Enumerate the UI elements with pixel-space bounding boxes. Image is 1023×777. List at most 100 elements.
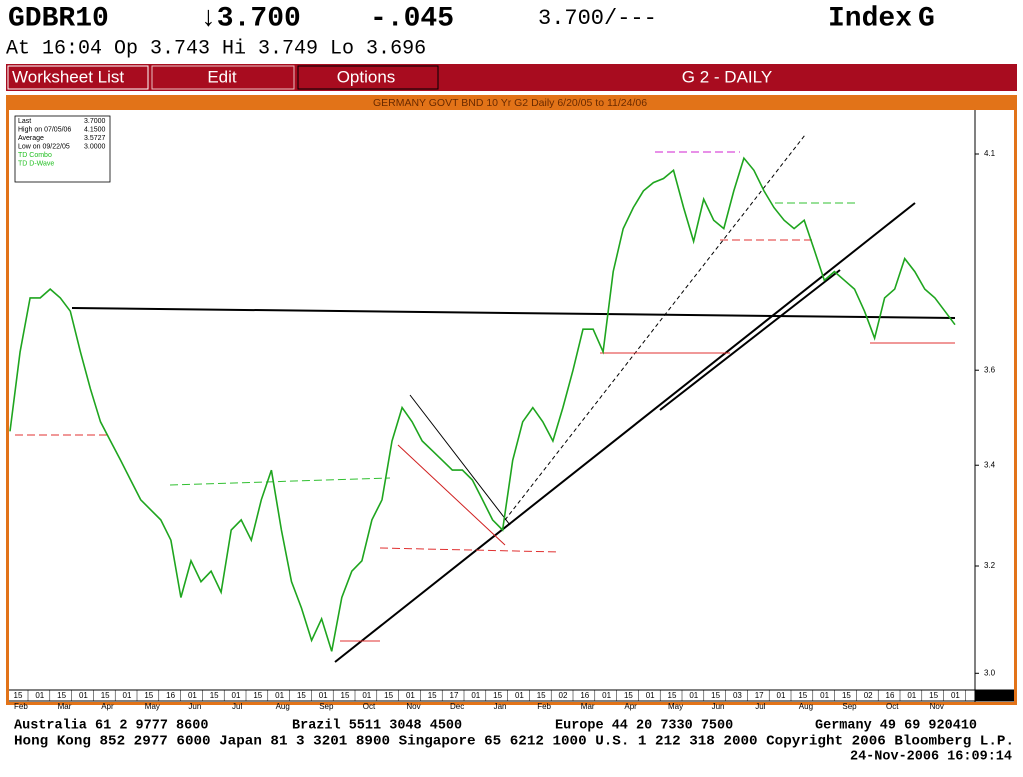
info-label: Low on 09/22/05 [18,143,70,150]
level-line [379,547,561,553]
x-day-label: 15 [297,691,306,700]
y-tick-label: 3.4 [984,460,996,469]
x-month-label: Jan [494,702,507,711]
info-value: 3.5727 [84,135,106,142]
x-day-label: 16 [886,691,895,700]
menu-box[interactable] [151,65,295,90]
info-label: TD Combo [18,152,52,159]
info-value: 3.7000 [84,118,106,125]
x-day-label: 01 [471,691,480,700]
y-tick-label: 4.1 [984,149,996,158]
x-day-label: 15 [101,691,110,700]
info-rows: Last 3.7000 High on 07/05/06 4.1500 Average 3… [18,118,106,168]
x-month-label: Aug [276,702,290,711]
x-month-label: Nov [406,702,420,711]
x-month-label: Oct [886,702,899,711]
x-month-label: Nov [930,702,944,711]
x-month-label: Jul [232,702,242,711]
x-month-label: May [668,702,683,711]
x-day-label: 15 [210,691,219,700]
trend-line [71,307,956,319]
x-day-label: 02 [559,691,568,700]
x-day-label: 01 [951,691,960,700]
info-label: Average [18,135,44,142]
corner [975,690,1014,701]
x-month-label: Sep [319,702,334,711]
contacts: Hong Kong 852 2977 6000 Japan 81 3 3201 … [14,735,1014,750]
quote: 3.700/--- [538,6,657,31]
x-day-label: 16 [166,691,175,700]
channel-line [409,394,511,526]
price: ↓3.700 [200,3,301,34]
x-day-label: 16 [580,691,589,700]
x-day-label: 01 [820,691,829,700]
x-day-label: 01 [188,691,197,700]
x-day-label: 01 [319,691,328,700]
x-day-label: 15 [537,691,546,700]
x-day-label: 15 [624,691,633,700]
x-day-label: 15 [428,691,437,700]
x-day-label: 15 [57,691,66,700]
key: G [918,3,935,34]
x-day-label: 01 [362,691,371,700]
x-day-label: 01 [689,691,698,700]
contact: Brazil 5511 3048 4500 [292,719,462,734]
change: -.045 [370,3,454,34]
x-month-label: Jun [188,702,201,711]
x-day-label: 15 [14,691,23,700]
price-line [9,156,956,652]
x-day-label: 15 [384,691,393,700]
x-month-label: Feb [537,702,551,711]
trend-line [504,134,806,521]
x-month-label: Apr [101,702,114,711]
ticker: GDBR10 [8,3,109,34]
x-day-label: 02 [864,691,873,700]
x-month-label: Mar [58,702,72,711]
x-month-label: Sep [842,702,857,711]
x-day-label: 17 [755,691,764,700]
menu-bar [6,64,1017,91]
x-day-label: 15 [144,691,153,700]
menu-box[interactable] [297,65,439,90]
y-tick-label: 3.6 [984,365,996,374]
menu-box[interactable] [7,65,149,90]
level-line [169,477,391,486]
x-day-label: 03 [733,691,742,700]
x-day-label: 01 [35,691,44,700]
x-day-label: 17 [450,691,459,700]
trend-line [334,202,916,663]
x-month-label: Jul [755,702,765,711]
channel-line [397,444,506,546]
timestamp: 24-Nov-2006 16:09:14 [850,750,1012,765]
x-day-label: 15 [711,691,720,700]
menu-title: G 2 - DAILY [682,67,772,86]
menu-item[interactable]: Edit [207,67,237,86]
x-day-label: 01 [123,691,132,700]
info-label: Last [18,118,31,125]
y-tick-label: 3.0 [984,668,996,677]
info-value: 3.0000 [84,143,106,150]
market: Index [828,3,912,34]
plot: 4.1 3.6 3.4 3.2 3.0 15 01 15 01 15 01 15 16 01 15 01 15 0… [9,149,996,711]
x-day-label: 15 [493,691,502,700]
menu-item[interactable]: Options [337,67,396,86]
y-tick-label: 3.2 [984,561,996,570]
info-value: 4.1500 [84,126,106,133]
x-month-label: Apr [624,702,637,711]
x-day-label: 01 [275,691,284,700]
x-month-label: Aug [799,702,813,711]
x-month-label: Oct [363,702,376,711]
x-month-label: Jun [712,702,725,711]
x-month-label: May [145,702,160,711]
trend-line [659,269,841,411]
x-day-label: 15 [798,691,807,700]
x-day-label: 01 [406,691,415,700]
menu-item[interactable]: Worksheet List [12,67,124,86]
x-day-label: 01 [515,691,524,700]
info-label: High on 07/05/06 [18,126,71,133]
info-label: TD D-Wave [18,160,54,167]
x-day-label: 15 [253,691,262,700]
chart-title: GERMANY GOVT BND 10 Yr G2 Daily 6/20/05 … [373,97,647,109]
